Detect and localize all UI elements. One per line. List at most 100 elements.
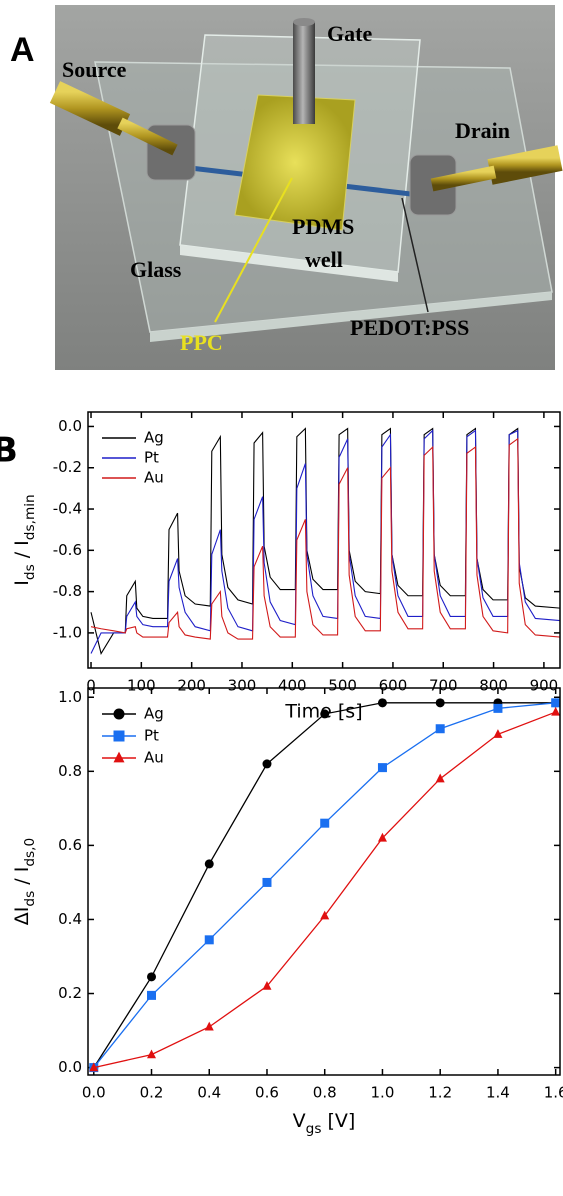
x-tick-label: 0.8 <box>313 1084 337 1102</box>
x-tick-label: 800 <box>479 677 508 695</box>
legend-label: Ag <box>144 429 164 447</box>
x-tick-label: 0 <box>86 677 96 695</box>
subscript: ds,0 <box>22 838 38 867</box>
marker <box>320 818 330 828</box>
marker <box>147 1049 157 1059</box>
x-tick-label: 1.2 <box>428 1084 452 1102</box>
label-part: / I <box>11 867 33 891</box>
plot-area <box>89 698 560 1073</box>
gate-label: Gate <box>327 21 372 46</box>
ppc-label: PPC <box>180 330 223 355</box>
marker <box>204 859 214 869</box>
label-part: [V] <box>321 1110 355 1132</box>
y-tick-label: -1.0 <box>53 623 82 641</box>
marker <box>493 729 503 738</box>
series-line <box>93 702 556 1068</box>
marker <box>113 708 125 720</box>
x-tick-label: 900 <box>530 677 559 695</box>
y-tick-label: 0.8 <box>58 762 82 780</box>
marker <box>147 990 157 1000</box>
marker <box>320 709 330 719</box>
series-line <box>90 429 560 654</box>
x-axis-title: Time [s] <box>284 701 362 723</box>
x-tick-label: 0.0 <box>82 1084 106 1102</box>
series-line <box>90 437 560 640</box>
drain-label: Drain <box>455 118 510 143</box>
drain-electrode <box>487 145 563 185</box>
pdms-label: PDMS <box>292 214 354 239</box>
y-axis-title: ΔIds / Ids,0 <box>11 838 39 925</box>
x-tick-label: 1.6 <box>544 1084 563 1102</box>
y-tick-label: 0.6 <box>58 836 82 854</box>
x-tick-label: 500 <box>328 677 357 695</box>
panel-label: B <box>0 431 18 471</box>
marker <box>435 724 445 734</box>
x-tick-label: 300 <box>228 677 257 695</box>
marker <box>320 910 330 920</box>
x-tick-label: 0.4 <box>197 1084 221 1102</box>
marker <box>377 763 387 773</box>
x-tick-label: 1.0 <box>371 1084 395 1102</box>
legend-label: Au <box>144 469 164 487</box>
y-tick-label: 0.0 <box>58 417 82 435</box>
series-line <box>93 702 556 1068</box>
marker <box>435 773 445 783</box>
marker <box>377 698 387 708</box>
marker <box>551 698 560 708</box>
marker <box>147 972 157 982</box>
y-tick-label: 1.0 <box>58 688 82 706</box>
marker <box>204 935 214 945</box>
legend-label: Pt <box>144 727 159 745</box>
marker <box>377 832 387 842</box>
source-electrode <box>49 81 131 136</box>
y-tick-label: -0.8 <box>53 582 82 600</box>
legend-label: Ag <box>144 705 164 723</box>
marker <box>262 759 272 769</box>
panel-a: A Gate Source Drain PDMS well Glass PPC … <box>10 5 563 370</box>
x-tick-label: 100 <box>127 677 156 695</box>
x-tick-label: 0.2 <box>140 1084 164 1102</box>
marker <box>204 1021 214 1031</box>
marker <box>435 698 445 708</box>
legend-label: Pt <box>144 449 159 467</box>
label-part: / I <box>11 540 33 564</box>
marker <box>89 1063 99 1073</box>
x-tick-label: 700 <box>429 677 458 695</box>
marker <box>551 706 560 716</box>
plot-area <box>90 427 560 655</box>
subscript: ds <box>22 891 38 907</box>
legend-label: Au <box>144 749 164 767</box>
y-tick-label: 0.4 <box>58 910 82 928</box>
x-axis-title: Vgs [V] <box>293 1110 356 1138</box>
plot-frame <box>87 411 561 669</box>
source-tip <box>117 117 178 156</box>
x-tick-label: 600 <box>379 677 408 695</box>
chart: 0.0 0.2 0.4 0.6 0.8 1.0 0.0 0.2 0.4 0.6 0.8 1.0 1.2 1… <box>11 687 563 1138</box>
y-tick-label: -0.6 <box>53 541 82 559</box>
marker <box>493 698 503 708</box>
pedot-pointer <box>401 197 429 313</box>
subscript: ds <box>22 564 38 580</box>
well-label: well <box>305 247 343 272</box>
panel-label: A <box>10 31 35 69</box>
label-part: I <box>11 580 33 586</box>
marker <box>89 1062 99 1072</box>
y-tick-label: -0.2 <box>53 458 82 476</box>
glass-label: Glass <box>130 257 182 282</box>
label-part: ΔI <box>11 907 33 926</box>
label-part: V <box>293 1110 306 1132</box>
x-tick-label: 400 <box>278 677 307 695</box>
y-tick-label: 0.0 <box>58 1058 82 1076</box>
subscript: gs <box>306 1121 322 1137</box>
chart: B -1.0 -0.8 -0.6 -0.4 -0.2 0.0 0 100 200 300 400 500… <box>0 411 561 723</box>
y-axis-title: Ids / Ids,min <box>11 494 39 585</box>
marker <box>89 1063 99 1073</box>
marker <box>262 877 272 887</box>
marker <box>493 703 503 713</box>
marker <box>551 698 560 708</box>
y-tick-label: -0.4 <box>53 500 82 518</box>
drain-tip <box>430 165 497 192</box>
pedot-label: PEDOT:PSS <box>350 315 469 340</box>
x-tick-label: 0.6 <box>255 1084 279 1102</box>
